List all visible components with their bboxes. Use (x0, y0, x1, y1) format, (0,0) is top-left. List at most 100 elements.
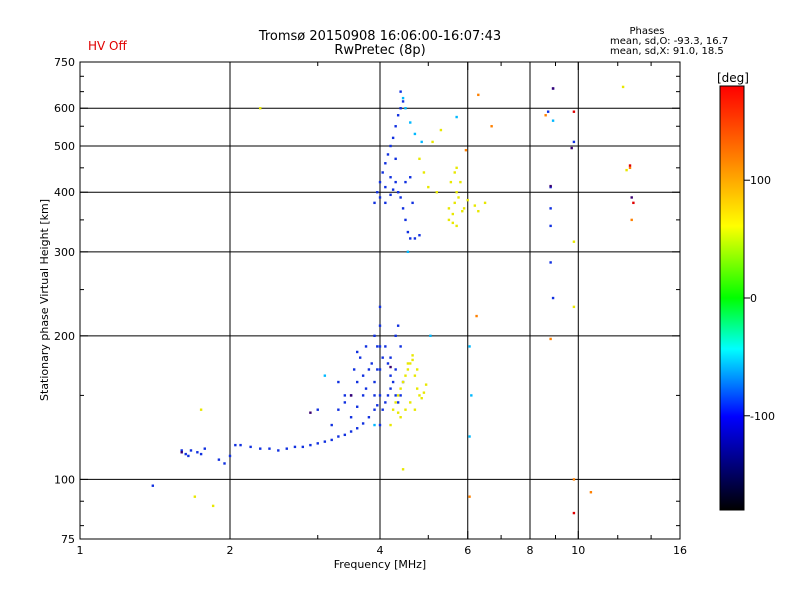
data-point (572, 511, 576, 515)
data-point (180, 451, 183, 454)
data-point (473, 204, 477, 207)
data-point (549, 261, 552, 264)
colorbar-ticks: 100 0 -100 (744, 174, 775, 423)
data-point (376, 345, 379, 348)
data-point (373, 380, 376, 384)
x-axis-label: Frequency [MHz] (334, 558, 426, 571)
data-point (572, 110, 576, 113)
data-point (376, 191, 379, 194)
data-point (384, 401, 387, 404)
data-point (589, 491, 593, 494)
data-point (330, 438, 333, 442)
data-point (373, 394, 376, 397)
data-point (189, 449, 193, 452)
data-point (384, 345, 387, 348)
x-tick-label: 1 (77, 544, 84, 557)
data-point (228, 454, 232, 458)
data-point (462, 207, 466, 210)
data-point (455, 115, 458, 119)
data-point (391, 188, 395, 191)
data-point (399, 394, 402, 397)
data-point (277, 449, 280, 452)
data-point (404, 218, 407, 222)
data-point (399, 387, 402, 390)
data-point (323, 440, 327, 443)
data-point (364, 345, 368, 348)
data-point (396, 401, 400, 404)
colorbar (719, 85, 745, 511)
data-point (418, 157, 421, 161)
data-point (394, 157, 397, 161)
data-point (404, 180, 407, 184)
data-point (358, 356, 362, 359)
data-point (389, 423, 392, 427)
x-tick-label: 4 (377, 544, 384, 557)
y-tick-label: 500 (54, 140, 75, 153)
data-point (399, 107, 402, 110)
data-point (399, 416, 402, 419)
data-point (394, 401, 397, 404)
x-tick-label: 16 (673, 544, 687, 557)
data-point (361, 374, 365, 377)
data-point (381, 171, 384, 174)
data-point (337, 408, 340, 411)
data-point (411, 354, 414, 357)
data-point (394, 394, 397, 397)
data-point (389, 176, 392, 179)
data-point (223, 462, 226, 465)
data-point (544, 114, 547, 117)
data-point (632, 201, 635, 205)
data-point (451, 221, 455, 225)
data-point (239, 443, 242, 447)
data-point (455, 224, 458, 228)
data-point (203, 447, 206, 450)
data-point (429, 334, 432, 338)
data-point (549, 184, 552, 188)
colorbar-label: [deg] (717, 71, 749, 85)
data-point (551, 119, 555, 122)
data-point (628, 164, 632, 167)
data-point (391, 408, 395, 411)
data-point (391, 136, 395, 140)
data-point (413, 132, 417, 136)
data-point (455, 191, 458, 194)
y-tick-label: 75 (61, 533, 75, 546)
data-point (384, 162, 387, 165)
data-point (468, 435, 471, 438)
data-point (453, 201, 456, 205)
data-point (378, 423, 382, 427)
data-point (431, 140, 434, 144)
data-point (406, 368, 410, 371)
data-point (293, 445, 297, 449)
data-point (378, 196, 382, 199)
data-point (378, 180, 382, 184)
data-point (457, 196, 460, 199)
data-point (401, 468, 405, 471)
data-point (373, 334, 376, 338)
data-point (468, 495, 471, 498)
data-point (349, 394, 353, 397)
y-tick-label: 300 (54, 246, 75, 259)
data-point (439, 128, 443, 132)
data-point (630, 196, 633, 199)
data-point (411, 358, 414, 362)
data-point (361, 394, 365, 397)
grid-lines (80, 62, 680, 539)
data-point (401, 96, 405, 100)
data-point (477, 93, 480, 97)
data-point (399, 345, 402, 348)
data-point (422, 391, 426, 394)
data-point (367, 416, 371, 419)
data-point (187, 454, 190, 458)
data-point (259, 447, 262, 450)
y-tick-label: 200 (54, 330, 75, 343)
data-point (381, 408, 384, 411)
data-point (180, 449, 183, 452)
data-point (551, 87, 555, 90)
data-point (259, 107, 262, 110)
data-point (343, 394, 347, 397)
data-point (451, 212, 455, 216)
data-point (466, 198, 469, 202)
data-point (391, 380, 395, 384)
